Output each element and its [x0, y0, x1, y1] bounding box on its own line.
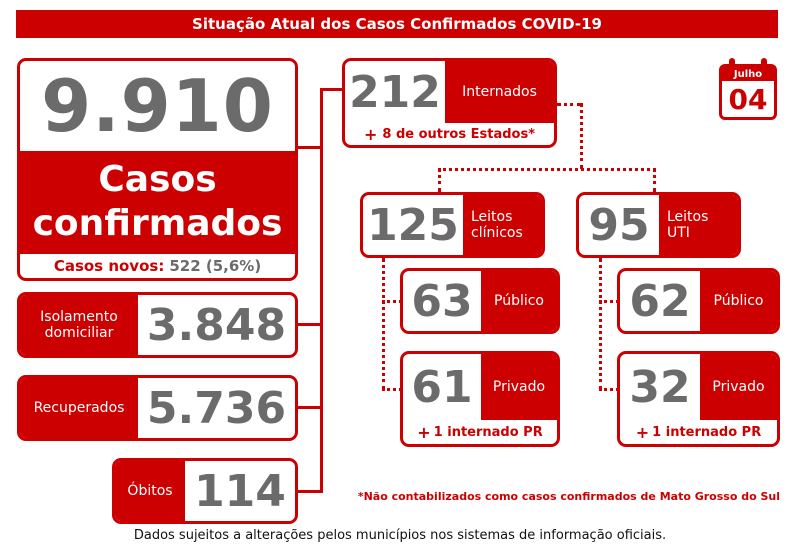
recovered-number: 5.736: [146, 382, 287, 434]
icu-number: 95: [588, 199, 650, 251]
connector-deaths: [298, 490, 322, 493]
new-cases-label: Casos novos:: [53, 257, 165, 275]
confirmed-card: 9.910 Casos confirmados Casos novos: 522…: [17, 58, 298, 281]
hospitalized-number: 212: [349, 66, 441, 118]
clinical-public-card: 63 Público: [400, 268, 560, 334]
dotted-clinical-vertical: [382, 258, 385, 390]
icu-label-line1: Leitos: [667, 209, 709, 225]
hospitalized-card: 212 Internados + 8 de outros Estados*: [342, 58, 557, 148]
icu-private-number: 32: [629, 361, 691, 413]
icu-private-card: 32 Privado + 1 internado PR: [617, 351, 780, 447]
hospitalized-label: Internados: [462, 84, 537, 100]
isolation-number: 3.848: [146, 299, 287, 351]
dotted-clinical-private: [382, 388, 402, 391]
clinical-public-number: 63: [411, 275, 473, 327]
icu-private-note: 1 internado PR: [652, 424, 762, 440]
dotted-branch: [438, 168, 656, 171]
plus-icon: +: [635, 422, 650, 442]
confirmed-label-line1: Casos: [98, 158, 217, 200]
dotted-icu-private: [599, 388, 619, 391]
dotted-to-icu: [653, 168, 656, 192]
connector-recovered: [298, 406, 322, 409]
title-bar: Situação Atual dos Casos Confirmados COV…: [16, 10, 778, 38]
clinical-private-card: 61 Privado + 1 internado PR: [400, 351, 560, 447]
clinical-private-note: 1 internado PR: [433, 424, 543, 440]
isolation-label-line2: domiciliar: [44, 325, 114, 341]
connector-top: [298, 146, 322, 149]
disclaimer: Dados sujeitos a alterações pelos municí…: [133, 528, 667, 543]
connector-isolation: [298, 323, 322, 326]
clinical-card: 125 Leitos clínicos: [360, 192, 545, 258]
dotted-icu-public: [599, 300, 619, 303]
confirmed-label-line2: confirmados: [32, 202, 283, 244]
dotted-clinical-public: [382, 300, 402, 303]
clinical-public-label: Público: [494, 293, 544, 309]
calendar-icon: Julho 04: [719, 58, 777, 120]
clinical-number: 125: [367, 199, 459, 251]
hospitalized-note: 8 de outros Estados*: [382, 126, 535, 142]
plus-icon: +: [417, 422, 431, 442]
isolation-label-line1: Isolamento: [40, 309, 118, 325]
dotted-hosp-right: [557, 103, 581, 106]
icu-private-label: Privado: [712, 379, 765, 395]
calendar-month: Julho: [733, 68, 763, 80]
connector-hosp: [320, 88, 344, 91]
icu-public-number: 62: [629, 275, 691, 327]
clinical-private-number: 61: [411, 361, 473, 413]
icu-label-line2: UTI: [667, 225, 690, 241]
page-title: Situação Atual dos Casos Confirmados COV…: [192, 15, 602, 33]
plus-icon: +: [363, 124, 378, 144]
deaths-card: Óbitos 114: [112, 458, 298, 524]
icu-card: 95 Leitos UTI: [576, 192, 741, 258]
isolation-card: Isolamento domiciliar 3.848: [17, 292, 298, 358]
new-cases-value: 522 (5,6%): [169, 257, 262, 275]
deaths-label: Óbitos: [127, 483, 173, 499]
connector-vertical: [320, 88, 323, 493]
deaths-number: 114: [194, 465, 286, 517]
footnote: *Não contabilizados como casos confirmad…: [357, 490, 780, 503]
recovered-label: Recuperados: [33, 400, 125, 416]
recovered-card: Recuperados 5.736: [17, 375, 298, 441]
calendar-day: 04: [728, 82, 768, 116]
dotted-icu-vertical: [599, 258, 602, 390]
clinical-label-line1: Leitos: [471, 209, 513, 225]
clinical-label-line2: clínicos: [471, 225, 523, 241]
dotted-to-clinical: [438, 168, 441, 192]
icu-public-label: Público: [713, 293, 764, 309]
icu-public-card: 62 Público: [617, 268, 780, 334]
dotted-hosp-down: [580, 103, 583, 169]
clinical-private-label: Privado: [492, 379, 546, 395]
confirmed-number: 9.910: [41, 64, 274, 148]
